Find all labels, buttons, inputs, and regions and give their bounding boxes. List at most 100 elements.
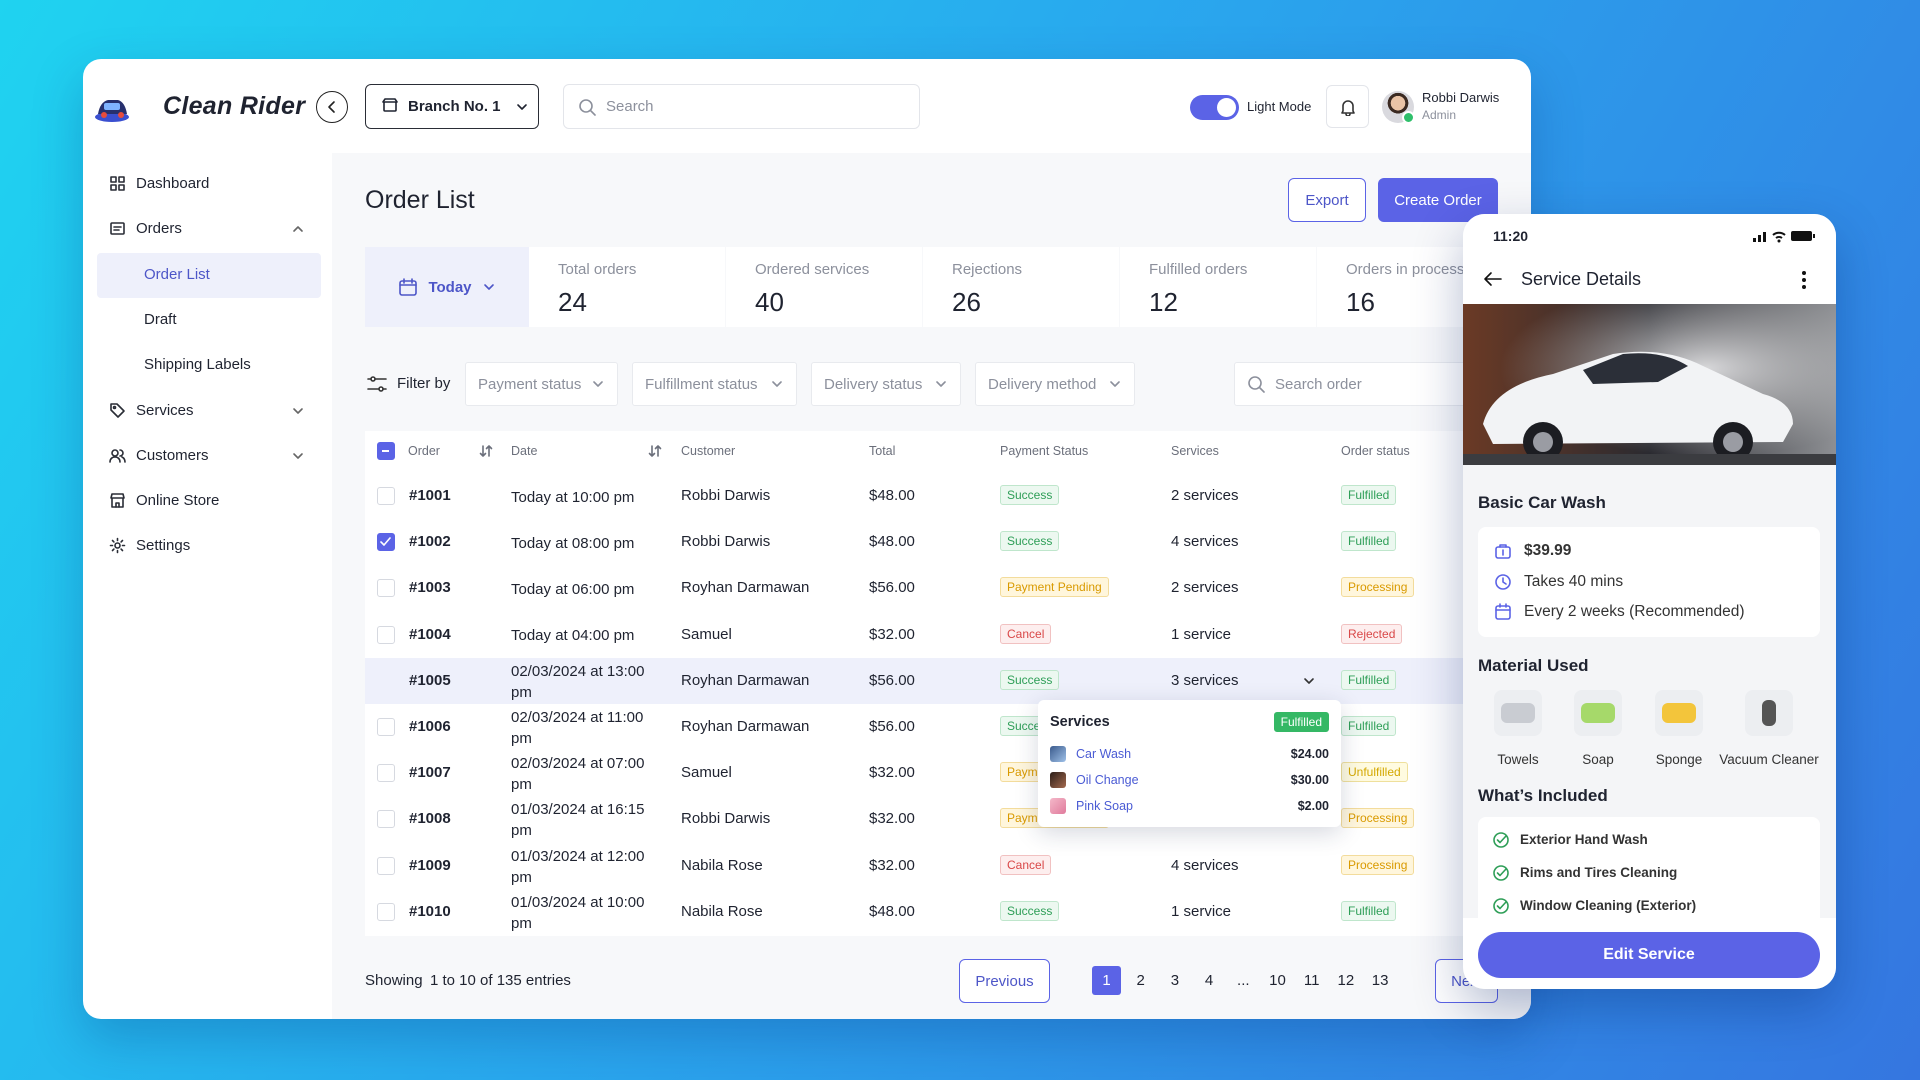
nav-subitem[interactable]: Shipping Labels [144, 356, 251, 374]
order-date: 02/03/2024 at 13:00 pm [511, 662, 645, 701]
pagination-summary: 1 to 10 of 135 entries [430, 972, 571, 989]
page-number[interactable]: 1 [1092, 966, 1121, 995]
page-number[interactable]: 11 [1303, 972, 1320, 989]
total: $56.00 [869, 579, 915, 597]
popover-item-icon [1050, 746, 1066, 762]
stat-value: 16 [1346, 287, 1375, 317]
duration-icon [1494, 573, 1512, 596]
customer: Royhan Darmawan [681, 671, 810, 689]
included-item: Window Cleaning (Exterior) [1520, 898, 1697, 913]
phone-menu[interactable] [1801, 270, 1807, 295]
nav-chevron [291, 222, 305, 241]
row-checkbox[interactable] [377, 625, 395, 644]
branch-dropdown[interactable]: Branch No. 1 [365, 84, 539, 129]
previous-button[interactable]: Previous [959, 959, 1050, 1003]
nav-subitem[interactable]: Order List [144, 265, 210, 283]
nav-icon [109, 537, 126, 559]
status-badge: Fulfilled [1341, 485, 1397, 505]
row-highlight [365, 657, 1475, 704]
services-popover: Services Fulfilled Car Wash $24.00 Oil Chang… [1038, 700, 1341, 827]
sort-icon[interactable] [648, 444, 662, 463]
header-checkbox[interactable] [377, 442, 395, 460]
page-number[interactable]: ... [1237, 972, 1250, 989]
period-selector[interactable]: Today [365, 247, 529, 327]
order-date: 02/03/2024 at 11:00 pm [511, 709, 644, 747]
popover-item-name[interactable]: Pink Soap [1076, 799, 1133, 813]
filter-dropdown[interactable]: Payment status [465, 362, 618, 406]
material-icon [1655, 690, 1703, 736]
row-checkbox[interactable] [377, 579, 395, 598]
nav-item[interactable]: Services [136, 401, 194, 419]
order-id: #1003 [409, 579, 451, 597]
branch-chevron [515, 100, 529, 114]
filter-chevron [591, 377, 605, 391]
payment-badge: Success [1000, 900, 1060, 921]
row-checkbox[interactable] [377, 856, 395, 875]
page-number[interactable]: 2 [1136, 972, 1145, 989]
back-button[interactable] [316, 91, 348, 123]
filter-dropdown[interactable]: Delivery method [975, 362, 1135, 406]
column-header: Services [1171, 444, 1219, 458]
service-card [1478, 527, 1820, 637]
page-number[interactable]: 3 [1170, 972, 1180, 989]
order-date: 01/03/2024 at 16:15 pm [511, 801, 645, 840]
column-header: Customer [681, 444, 736, 458]
total: $48.00 [869, 487, 915, 504]
popover-item-name[interactable]: Car Wash [1076, 747, 1132, 761]
mode-toggle[interactable] [1190, 95, 1239, 120]
row-checkbox[interactable] [377, 902, 395, 921]
payment-badge: Cancel [1000, 623, 1052, 644]
included-card [1478, 817, 1820, 937]
export-button[interactable]: Export [1288, 178, 1366, 222]
nav-item[interactable]: Online Store [136, 492, 220, 510]
filter-dropdown[interactable]: Delivery status [811, 362, 961, 406]
services-count: 4 services [1171, 856, 1239, 874]
nav-item[interactable]: Settings [136, 537, 191, 555]
nav-subitem[interactable]: Draft [144, 310, 177, 328]
row-checkbox[interactable] [377, 533, 395, 552]
edit-service-button[interactable]: Edit Service [1478, 932, 1820, 978]
filter-dropdown[interactable]: Fulfillment status [632, 362, 797, 406]
page-number[interactable]: 13 [1371, 972, 1389, 989]
nav-item[interactable]: Orders [136, 220, 182, 238]
total: $32.00 [869, 625, 915, 643]
nav-item[interactable]: Dashboard [136, 175, 210, 192]
nav-active-bg [97, 252, 321, 298]
popover-item-price: $30.00 [1290, 773, 1329, 787]
check-icon [1492, 897, 1510, 920]
nav-icon [109, 447, 126, 469]
search-box[interactable]: Search [563, 84, 920, 129]
nav-item[interactable]: Customers [136, 446, 209, 464]
check-icon [1492, 864, 1510, 887]
notification-button[interactable] [1326, 85, 1369, 128]
row-checkbox[interactable] [377, 487, 395, 505]
page-number[interactable]: 4 [1204, 972, 1214, 989]
stat-label: Orders in process [1346, 261, 1465, 278]
page-number[interactable]: 10 [1269, 972, 1286, 989]
user-role: Admin [1422, 108, 1457, 122]
total: $32.00 [869, 810, 915, 828]
order-id: #1001 [409, 487, 451, 504]
search-order[interactable]: Search order [1234, 362, 1474, 406]
order-date: Today at 08:00 pm [511, 534, 635, 552]
status-badge: Fulfilled [1341, 669, 1397, 690]
phone-back[interactable] [1483, 270, 1503, 293]
user-avatar [1382, 91, 1415, 124]
payment-badge: Payment Pending [1000, 577, 1109, 598]
page-number[interactable]: 12 [1337, 972, 1355, 989]
row-checkbox[interactable] [377, 718, 395, 736]
material-label: Soap [1582, 752, 1614, 767]
total: $32.00 [869, 856, 915, 874]
order-date: Today at 06:00 pm [511, 580, 635, 598]
customer: Samuel [681, 625, 732, 643]
column-header: Order [408, 444, 440, 458]
row-checkbox[interactable] [377, 764, 395, 783]
nav-chevron [291, 404, 305, 423]
sort-icon[interactable] [479, 444, 493, 463]
services-count: 1 service [1171, 902, 1232, 920]
expand-chevron[interactable] [1302, 674, 1316, 693]
stat-card [726, 247, 922, 327]
popover-item-name[interactable]: Oil Change [1076, 773, 1139, 787]
row-checkbox[interactable] [377, 810, 395, 829]
customer: Nabila Rose [681, 902, 763, 920]
